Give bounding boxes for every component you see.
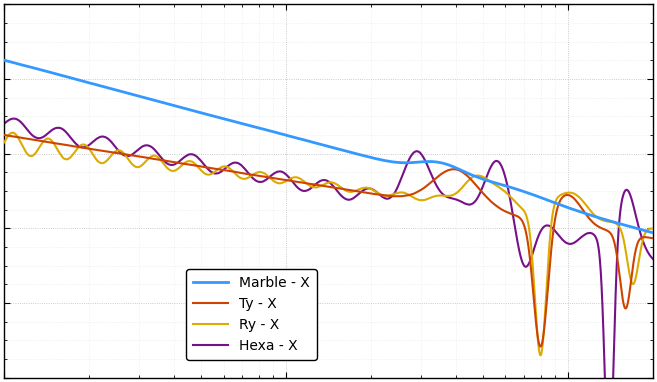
Hexa - X	[649, 257, 657, 261]
Marble - X	[277, 131, 285, 136]
Marble - X	[0, 58, 8, 63]
Ry - X	[113, 148, 121, 153]
Legend: Marble - X, Ty - X, Ry - X, Hexa - X: Marble - X, Ty - X, Ry - X, Hexa - X	[186, 269, 317, 360]
Ty - X	[249, 173, 257, 177]
Marble - X	[113, 88, 121, 92]
Line: Marble - X: Marble - X	[4, 60, 653, 233]
Marble - X	[566, 206, 574, 211]
Line: Ry - X: Ry - X	[4, 133, 653, 355]
Ty - X	[74, 145, 82, 149]
Ty - X	[113, 151, 121, 155]
Ty - X	[566, 193, 574, 198]
Hexa - X	[74, 144, 82, 148]
Line: Ty - X: Ty - X	[4, 135, 653, 346]
Ty - X	[536, 344, 544, 349]
Marble - X	[74, 78, 82, 82]
Hexa - X	[113, 146, 121, 151]
Ry - X	[567, 190, 575, 195]
Marble - X	[249, 124, 257, 129]
Ry - X	[637, 249, 645, 253]
Hexa - X	[249, 176, 257, 181]
Hexa - X	[277, 169, 285, 174]
Hexa - X	[0, 121, 8, 126]
Line: Hexa - X: Hexa - X	[4, 118, 653, 382]
Ty - X	[649, 236, 657, 241]
Ry - X	[9, 130, 16, 135]
Ry - X	[277, 181, 285, 185]
Marble - X	[636, 227, 644, 231]
Ty - X	[637, 236, 645, 241]
Ry - X	[649, 227, 657, 231]
Hexa - X	[10, 116, 18, 121]
Marble - X	[649, 230, 657, 235]
Ty - X	[0, 133, 8, 137]
Hexa - X	[637, 231, 645, 236]
Ry - X	[537, 353, 545, 358]
Ry - X	[74, 145, 82, 150]
Ry - X	[0, 140, 8, 145]
Ry - X	[249, 172, 257, 177]
Hexa - X	[566, 241, 574, 246]
Ty - X	[277, 177, 285, 182]
